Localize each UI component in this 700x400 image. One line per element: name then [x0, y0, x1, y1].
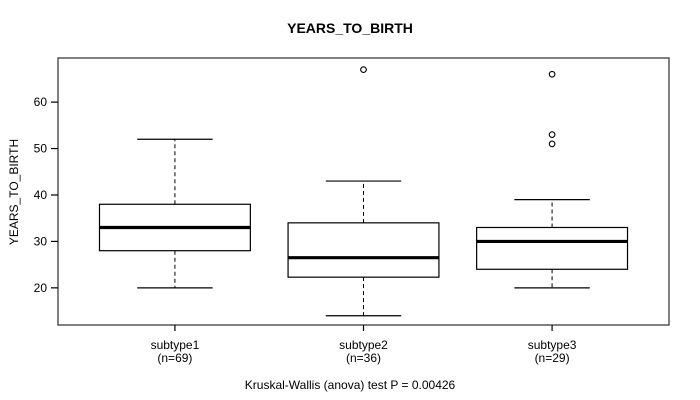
category-label-subtype1: subtype1 [151, 338, 200, 352]
category-count-subtype1: (n=69) [157, 351, 192, 365]
y-axis-tick-label: 20 [34, 281, 48, 295]
y-axis-tick-label: 60 [34, 95, 48, 109]
outlier-point-subtype3 [548, 131, 556, 138]
y-axis-tick-label: 30 [34, 234, 48, 248]
y-axis-label: YEARS_TO_BIRTH [7, 138, 21, 246]
iqr-box-subtype3 [476, 226, 629, 270]
kruskal-wallis-caption: Kruskal-Wallis (anova) test P = 0.00426 [244, 378, 456, 392]
y-axis-tick-label: 50 [34, 142, 48, 156]
outlier-point-subtype2 [360, 66, 367, 73]
outlier-point-subtype3 [548, 140, 556, 148]
category-label-subtype3: subtype3 [528, 338, 577, 352]
y-axis-tick-label: 40 [34, 188, 48, 202]
chart-title: YEARS_TO_BIRTH [287, 20, 413, 36]
iqr-box-subtype2 [287, 222, 440, 278]
category-count-subtype2: (n=36) [346, 351, 381, 365]
outlier-point-subtype3 [548, 70, 556, 78]
category-count-subtype3: (n=29) [535, 351, 570, 365]
category-label-subtype2: subtype2 [339, 338, 388, 352]
